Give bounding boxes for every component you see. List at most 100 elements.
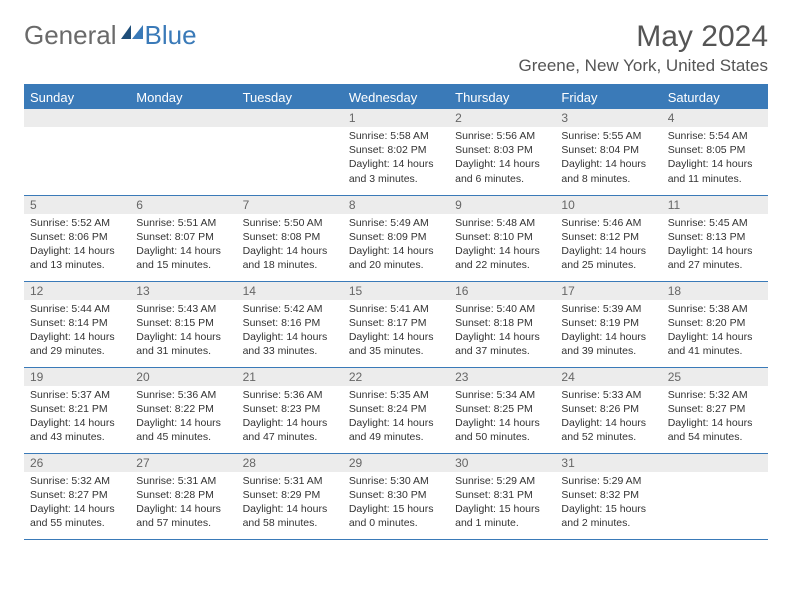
day-number: 22 — [343, 368, 449, 386]
day-number — [130, 109, 236, 127]
calendar-day-cell: 15Sunrise: 5:41 AMSunset: 8:17 PMDayligh… — [343, 281, 449, 367]
day-number: 3 — [555, 109, 661, 127]
calendar-day-cell: 21Sunrise: 5:36 AMSunset: 8:23 PMDayligh… — [237, 367, 343, 453]
day-number: 26 — [24, 454, 130, 472]
day-number: 5 — [24, 196, 130, 214]
calendar-day-cell: 3Sunrise: 5:55 AMSunset: 8:04 PMDaylight… — [555, 109, 661, 195]
day-content: Sunrise: 5:38 AMSunset: 8:20 PMDaylight:… — [662, 300, 768, 363]
day-number — [237, 109, 343, 127]
calendar-week-row: 26Sunrise: 5:32 AMSunset: 8:27 PMDayligh… — [24, 453, 768, 539]
logo-text-2: Blue — [145, 20, 197, 51]
calendar-page: General Blue May 2024 Greene, New York, … — [0, 0, 792, 560]
day-header: Sunday — [24, 85, 130, 109]
calendar-day-cell: 11Sunrise: 5:45 AMSunset: 8:13 PMDayligh… — [662, 195, 768, 281]
calendar-day-cell — [24, 109, 130, 195]
day-content: Sunrise: 5:43 AMSunset: 8:15 PMDaylight:… — [130, 300, 236, 363]
calendar-day-cell: 13Sunrise: 5:43 AMSunset: 8:15 PMDayligh… — [130, 281, 236, 367]
day-content: Sunrise: 5:32 AMSunset: 8:27 PMDaylight:… — [24, 472, 130, 535]
day-content: Sunrise: 5:35 AMSunset: 8:24 PMDaylight:… — [343, 386, 449, 449]
day-content: Sunrise: 5:31 AMSunset: 8:29 PMDaylight:… — [237, 472, 343, 535]
page-header: General Blue May 2024 Greene, New York, … — [24, 20, 768, 76]
calendar-body: 1Sunrise: 5:58 AMSunset: 8:02 PMDaylight… — [24, 109, 768, 539]
day-header: Monday — [130, 85, 236, 109]
day-content: Sunrise: 5:29 AMSunset: 8:32 PMDaylight:… — [555, 472, 661, 535]
logo-text-1: General — [24, 20, 117, 51]
day-content: Sunrise: 5:36 AMSunset: 8:23 PMDaylight:… — [237, 386, 343, 449]
day-content: Sunrise: 5:51 AMSunset: 8:07 PMDaylight:… — [130, 214, 236, 277]
calendar-header-row: Sunday Monday Tuesday Wednesday Thursday… — [24, 85, 768, 109]
day-header: Tuesday — [237, 85, 343, 109]
day-number: 1 — [343, 109, 449, 127]
day-number: 31 — [555, 454, 661, 472]
calendar-week-row: 12Sunrise: 5:44 AMSunset: 8:14 PMDayligh… — [24, 281, 768, 367]
day-number: 28 — [237, 454, 343, 472]
month-title: May 2024 — [519, 20, 768, 54]
day-number: 29 — [343, 454, 449, 472]
day-content: Sunrise: 5:52 AMSunset: 8:06 PMDaylight:… — [24, 214, 130, 277]
day-content: Sunrise: 5:29 AMSunset: 8:31 PMDaylight:… — [449, 472, 555, 535]
calendar-week-row: 5Sunrise: 5:52 AMSunset: 8:06 PMDaylight… — [24, 195, 768, 281]
calendar-day-cell: 20Sunrise: 5:36 AMSunset: 8:22 PMDayligh… — [130, 367, 236, 453]
day-content: Sunrise: 5:41 AMSunset: 8:17 PMDaylight:… — [343, 300, 449, 363]
day-content: Sunrise: 5:46 AMSunset: 8:12 PMDaylight:… — [555, 214, 661, 277]
day-number: 2 — [449, 109, 555, 127]
calendar-day-cell: 17Sunrise: 5:39 AMSunset: 8:19 PMDayligh… — [555, 281, 661, 367]
calendar-day-cell: 22Sunrise: 5:35 AMSunset: 8:24 PMDayligh… — [343, 367, 449, 453]
day-header: Thursday — [449, 85, 555, 109]
day-number: 11 — [662, 196, 768, 214]
calendar-day-cell: 28Sunrise: 5:31 AMSunset: 8:29 PMDayligh… — [237, 453, 343, 539]
calendar-day-cell — [130, 109, 236, 195]
day-content: Sunrise: 5:44 AMSunset: 8:14 PMDaylight:… — [24, 300, 130, 363]
day-number: 24 — [555, 368, 661, 386]
calendar-table: Sunday Monday Tuesday Wednesday Thursday… — [24, 84, 768, 540]
day-number: 16 — [449, 282, 555, 300]
day-content: Sunrise: 5:49 AMSunset: 8:09 PMDaylight:… — [343, 214, 449, 277]
calendar-day-cell: 30Sunrise: 5:29 AMSunset: 8:31 PMDayligh… — [449, 453, 555, 539]
location-text: Greene, New York, United States — [519, 56, 768, 76]
day-content: Sunrise: 5:55 AMSunset: 8:04 PMDaylight:… — [555, 127, 661, 190]
day-content: Sunrise: 5:58 AMSunset: 8:02 PMDaylight:… — [343, 127, 449, 190]
calendar-day-cell: 10Sunrise: 5:46 AMSunset: 8:12 PMDayligh… — [555, 195, 661, 281]
calendar-week-row: 1Sunrise: 5:58 AMSunset: 8:02 PMDaylight… — [24, 109, 768, 195]
day-number: 8 — [343, 196, 449, 214]
day-content: Sunrise: 5:36 AMSunset: 8:22 PMDaylight:… — [130, 386, 236, 449]
day-content: Sunrise: 5:31 AMSunset: 8:28 PMDaylight:… — [130, 472, 236, 535]
day-number: 19 — [24, 368, 130, 386]
day-number: 9 — [449, 196, 555, 214]
calendar-day-cell — [662, 453, 768, 539]
calendar-day-cell: 27Sunrise: 5:31 AMSunset: 8:28 PMDayligh… — [130, 453, 236, 539]
day-number: 14 — [237, 282, 343, 300]
calendar-day-cell: 31Sunrise: 5:29 AMSunset: 8:32 PMDayligh… — [555, 453, 661, 539]
day-header: Friday — [555, 85, 661, 109]
day-number: 15 — [343, 282, 449, 300]
day-content: Sunrise: 5:40 AMSunset: 8:18 PMDaylight:… — [449, 300, 555, 363]
day-number: 4 — [662, 109, 768, 127]
calendar-week-row: 19Sunrise: 5:37 AMSunset: 8:21 PMDayligh… — [24, 367, 768, 453]
day-number: 12 — [24, 282, 130, 300]
title-block: May 2024 Greene, New York, United States — [519, 20, 768, 76]
day-content: Sunrise: 5:30 AMSunset: 8:30 PMDaylight:… — [343, 472, 449, 535]
calendar-day-cell: 12Sunrise: 5:44 AMSunset: 8:14 PMDayligh… — [24, 281, 130, 367]
day-content: Sunrise: 5:34 AMSunset: 8:25 PMDaylight:… — [449, 386, 555, 449]
calendar-day-cell: 8Sunrise: 5:49 AMSunset: 8:09 PMDaylight… — [343, 195, 449, 281]
day-number: 13 — [130, 282, 236, 300]
calendar-day-cell: 4Sunrise: 5:54 AMSunset: 8:05 PMDaylight… — [662, 109, 768, 195]
calendar-day-cell: 19Sunrise: 5:37 AMSunset: 8:21 PMDayligh… — [24, 367, 130, 453]
logo: General Blue — [24, 20, 197, 51]
day-header: Wednesday — [343, 85, 449, 109]
day-number: 10 — [555, 196, 661, 214]
day-content: Sunrise: 5:39 AMSunset: 8:19 PMDaylight:… — [555, 300, 661, 363]
day-header: Saturday — [662, 85, 768, 109]
day-number: 21 — [237, 368, 343, 386]
calendar-day-cell: 2Sunrise: 5:56 AMSunset: 8:03 PMDaylight… — [449, 109, 555, 195]
calendar-day-cell: 5Sunrise: 5:52 AMSunset: 8:06 PMDaylight… — [24, 195, 130, 281]
calendar-day-cell: 16Sunrise: 5:40 AMSunset: 8:18 PMDayligh… — [449, 281, 555, 367]
calendar-day-cell: 29Sunrise: 5:30 AMSunset: 8:30 PMDayligh… — [343, 453, 449, 539]
calendar-day-cell: 1Sunrise: 5:58 AMSunset: 8:02 PMDaylight… — [343, 109, 449, 195]
day-number: 30 — [449, 454, 555, 472]
day-content: Sunrise: 5:50 AMSunset: 8:08 PMDaylight:… — [237, 214, 343, 277]
day-number: 6 — [130, 196, 236, 214]
day-number — [24, 109, 130, 127]
calendar-day-cell — [237, 109, 343, 195]
calendar-day-cell: 14Sunrise: 5:42 AMSunset: 8:16 PMDayligh… — [237, 281, 343, 367]
